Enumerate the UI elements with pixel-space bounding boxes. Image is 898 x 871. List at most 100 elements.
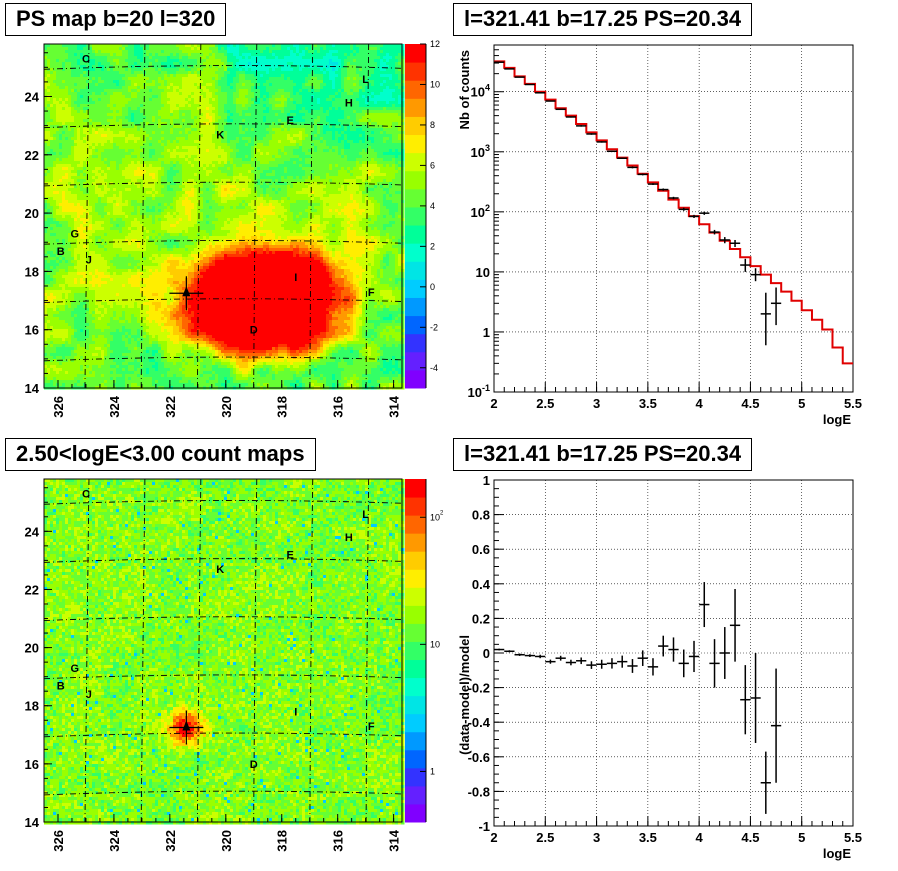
heatmap-cell xyxy=(164,89,168,93)
heatmap-cell xyxy=(353,71,357,75)
heatmap-cell xyxy=(98,152,102,156)
heatmap-cell xyxy=(239,104,243,108)
heatmap-cell xyxy=(356,86,360,90)
heatmap-cell xyxy=(326,104,330,108)
heatmap-cell xyxy=(161,83,165,87)
heatmap-cell xyxy=(293,152,297,156)
heatmap-cell xyxy=(365,86,369,90)
heatmap-cell xyxy=(110,80,114,84)
heatmap-cell xyxy=(68,74,72,78)
heatmap-cell xyxy=(344,140,348,144)
heatmap-cell xyxy=(77,56,81,60)
heatmap-cell xyxy=(146,161,150,165)
heatmap-cell xyxy=(329,146,333,150)
heatmap-cell xyxy=(398,50,402,54)
heatmap-cell xyxy=(254,56,258,60)
heatmap-cell xyxy=(146,113,150,117)
heatmap-cell xyxy=(119,149,123,153)
heatmap-cell xyxy=(62,86,66,90)
heatmap-cell xyxy=(350,119,354,123)
heatmap-cell xyxy=(263,65,267,69)
heatmap-cell xyxy=(290,137,294,141)
heatmap-cell xyxy=(197,161,201,165)
heatmap-cell xyxy=(365,89,369,93)
heatmap-cell xyxy=(326,89,330,93)
heatmap-cell xyxy=(401,152,405,156)
heatmap-cell xyxy=(104,119,108,123)
heatmap-cell xyxy=(206,83,210,87)
heatmap-cell xyxy=(350,110,354,114)
heatmap-cell xyxy=(401,74,405,78)
heatmap-cell xyxy=(92,62,96,66)
heatmap-cell xyxy=(335,62,339,66)
heatmap-cell xyxy=(320,113,324,117)
heatmap-cell xyxy=(191,158,195,162)
heatmap-cell xyxy=(206,65,210,69)
heatmap-cell xyxy=(278,59,282,63)
heatmap-cell xyxy=(173,164,177,168)
heatmap-cell xyxy=(188,167,192,171)
heatmap-cell xyxy=(158,95,162,99)
heatmap-cell xyxy=(185,149,189,153)
heatmap-cell xyxy=(368,155,372,159)
heatmap-cell xyxy=(152,110,156,114)
heatmap-cell xyxy=(143,152,147,156)
heatmap-cell xyxy=(257,167,261,171)
heatmap-cell xyxy=(230,104,234,108)
heatmap-cell xyxy=(143,149,147,153)
heatmap-cell xyxy=(167,110,171,114)
heatmap-cell xyxy=(401,68,405,72)
heatmap-cell xyxy=(368,74,372,78)
heatmap-cell xyxy=(134,122,138,126)
heatmap-cell xyxy=(293,146,297,150)
heatmap-cell xyxy=(101,68,105,72)
heatmap-cell xyxy=(185,71,189,75)
heatmap-cell xyxy=(338,164,342,168)
heatmap-cell xyxy=(191,137,195,141)
heatmap-cell xyxy=(269,158,273,162)
heatmap-cell xyxy=(80,83,84,87)
heatmap-cell xyxy=(65,152,69,156)
heatmap-cell xyxy=(281,104,285,108)
heatmap-cell xyxy=(104,146,108,150)
heatmap-cell xyxy=(53,68,57,72)
heatmap-cell xyxy=(50,83,54,87)
heatmap-cell xyxy=(95,104,99,108)
heatmap-cell xyxy=(149,119,153,123)
heatmap-cell xyxy=(272,149,276,153)
heatmap-cell xyxy=(92,128,96,132)
heatmap-cell xyxy=(197,149,201,153)
heatmap-cell xyxy=(92,68,96,72)
heatmap-cell xyxy=(368,113,372,117)
heatmap-cell xyxy=(341,131,345,135)
heatmap-cell xyxy=(80,152,84,156)
heatmap-cell xyxy=(332,107,336,111)
heatmap-cell xyxy=(320,92,324,96)
heatmap-cell xyxy=(197,134,201,138)
heatmap-cell xyxy=(104,149,108,153)
heatmap-cell xyxy=(218,146,222,150)
heatmap-cell xyxy=(215,53,219,57)
heatmap-cell xyxy=(176,92,180,96)
heatmap-cell xyxy=(269,146,273,150)
heatmap-cell xyxy=(107,74,111,78)
heatmap-cell xyxy=(317,59,321,63)
heatmap-cell xyxy=(326,116,330,120)
heatmap-cell xyxy=(293,164,297,168)
heatmap-cell xyxy=(227,50,231,54)
heatmap-cell xyxy=(362,155,366,159)
heatmap-cell xyxy=(296,80,300,84)
heatmap-cell xyxy=(74,146,78,150)
heatmap-cell xyxy=(275,101,279,105)
heatmap-cell xyxy=(89,164,93,168)
heatmap-cell xyxy=(119,119,123,123)
heatmap-cell xyxy=(140,50,144,54)
heatmap-cell xyxy=(137,125,141,129)
heatmap-cell xyxy=(164,152,168,156)
heatmap-cell xyxy=(164,137,168,141)
heatmap-cell xyxy=(230,101,234,105)
heatmap-cell xyxy=(209,92,213,96)
heatmap-cell xyxy=(200,131,204,135)
heatmap-cell xyxy=(365,125,369,129)
heatmap-cell xyxy=(101,110,105,114)
